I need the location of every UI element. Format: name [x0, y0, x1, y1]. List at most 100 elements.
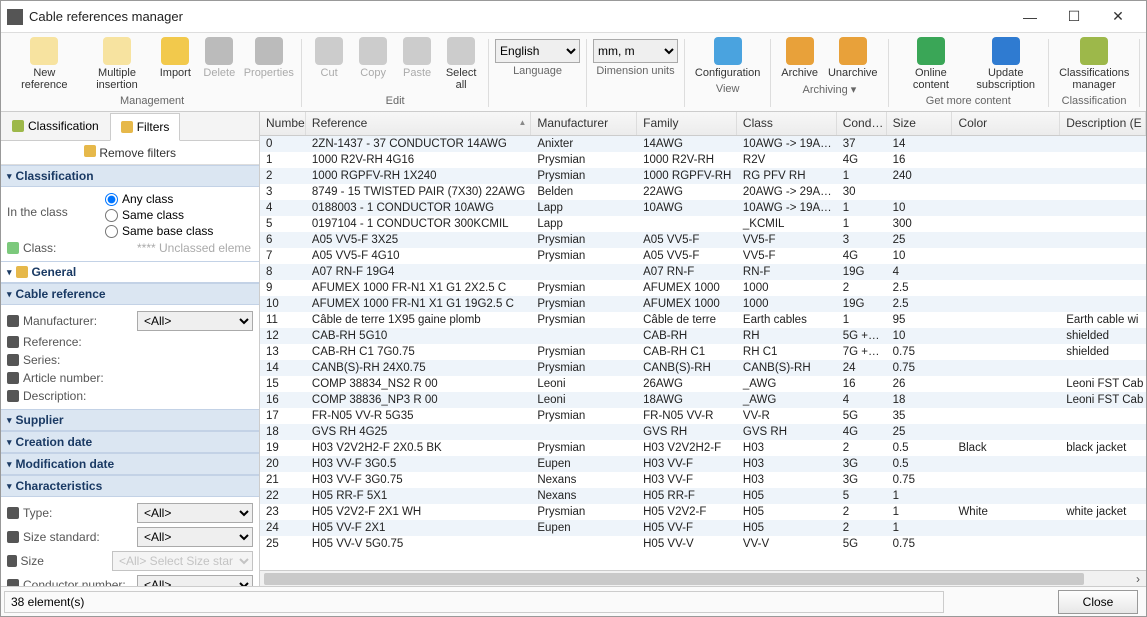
table-row[interactable]: 8A07 RN-F 19G4A07 RN-FRN-F19G4	[260, 264, 1146, 280]
table-cell: 25	[887, 425, 953, 439]
table-row[interactable]: 25H05 VV-V 5G0.75H05 VV-VVV-V5G0.75	[260, 536, 1146, 552]
column-header[interactable]: Cond…	[837, 112, 887, 135]
ribbon-button[interactable]: Online content	[894, 35, 967, 93]
field-combo[interactable]: <All>	[137, 575, 253, 586]
table-row[interactable]: 38749 - 15 TWISTED PAIR (7X30) 22AWGBeld…	[260, 184, 1146, 200]
table-cell	[1060, 287, 1146, 289]
ribbon-button[interactable]: Update subscription	[969, 35, 1042, 93]
table-cell: 5G +…	[837, 329, 887, 343]
column-header[interactable]: Manufacturer	[531, 112, 637, 135]
table-row[interactable]: 7A05 VV5-F 4G10PrysmianA05 VV5-FVV5-F4G1…	[260, 248, 1146, 264]
field-combo: <All> Select Size star	[112, 551, 253, 571]
table-row[interactable]: 16COMP 38836_NP3 R 00Leoni18AWG_AWG418Le…	[260, 392, 1146, 408]
table-row[interactable]: 21000 RGPFV-RH 1X240Prysmian1000 RGPFV-R…	[260, 168, 1146, 184]
table-cell: RH C1	[737, 345, 837, 359]
section-classification-header[interactable]: Classification	[1, 165, 259, 187]
ribbon-button[interactable]: Multiple insertion	[82, 35, 153, 93]
table-cell: 18	[260, 425, 306, 439]
ribbon-label: Unarchive	[828, 67, 878, 79]
table-cell: H05	[737, 521, 837, 535]
column-header[interactable]: Description (E	[1060, 112, 1146, 135]
table-row[interactable]: 6A05 VV5-F 3X25PrysmianA05 VV5-FVV5-F325	[260, 232, 1146, 248]
remove-filters-button[interactable]: Remove filters	[1, 141, 259, 165]
section-moddate-header[interactable]: Modification date	[1, 453, 259, 475]
field-combo[interactable]: <All>	[137, 311, 253, 331]
table-row[interactable]: 17FR-N05 VV-R 5G35PrysmianFR-N05 VV-RVV-…	[260, 408, 1146, 424]
table-row[interactable]: 20H03 VV-F 3G0.5EupenH03 VV-FH033G0.5	[260, 456, 1146, 472]
general-icon	[16, 266, 28, 278]
radio-option[interactable]: Any class	[87, 191, 253, 207]
grid-body[interactable]: 02ZN-1437 - 37 CONDUCTOR 14AWGAnixter14A…	[260, 136, 1146, 570]
table-row[interactable]: 11Câble de terre 1X95 gaine plombPrysmia…	[260, 312, 1146, 328]
table-cell: H03	[737, 473, 837, 487]
section-creationdate-header[interactable]: Creation date	[1, 431, 259, 453]
table-row[interactable]: 50197104 - 1 CONDUCTOR 300KCMILLapp_KCMI…	[260, 216, 1146, 232]
table-cell: 2	[837, 441, 887, 455]
table-cell: 16	[837, 377, 887, 391]
close-button[interactable]: Close	[1058, 590, 1138, 614]
ribbon-label: Copy	[360, 67, 386, 79]
scroll-right-arrow[interactable]: ›	[1130, 571, 1146, 587]
table-cell: 1000 RGPFV-RH	[637, 169, 737, 183]
section-cableref-header[interactable]: Cable reference	[1, 283, 259, 305]
table-cell: Nexans	[531, 473, 637, 487]
table-cell: H05 VV-V 5G0.75	[306, 537, 531, 551]
table-row[interactable]: 12CAB-RH 5G10CAB-RHRH5G +…10shielded	[260, 328, 1146, 344]
table-row[interactable]: 15COMP 38834_NS2 R 00Leoni26AWG_AWG1626L…	[260, 376, 1146, 392]
filter-row: Series:	[7, 351, 253, 369]
field-combo[interactable]: <All>	[137, 503, 253, 523]
table-row[interactable]: 24H05 VV-F 2X1EupenH05 VV-FH0521	[260, 520, 1146, 536]
close-window-button[interactable]: ✕	[1096, 3, 1140, 31]
radio-option[interactable]: Same class	[87, 207, 253, 223]
ribbon-combo[interactable]: mm, m	[593, 39, 678, 63]
table-cell: Prysmian	[531, 297, 637, 311]
scroll-thumb[interactable]	[264, 573, 1084, 585]
column-header[interactable]: Size	[887, 112, 953, 135]
column-header[interactable]: Number	[260, 112, 306, 135]
minimize-button[interactable]: —	[1008, 3, 1052, 31]
table-cell	[1060, 495, 1146, 497]
table-row[interactable]: 13CAB-RH C1 7G0.75PrysmianCAB-RH C1RH C1…	[260, 344, 1146, 360]
ribbon-button[interactable]: Classifications manager	[1055, 35, 1133, 93]
table-cell: Earth cable wi	[1060, 313, 1146, 327]
table-row[interactable]: 9AFUMEX 1000 FR-N1 X1 G1 2X2.5 CPrysmian…	[260, 280, 1146, 296]
radio-option[interactable]: Same base class	[87, 223, 253, 239]
section-characteristics-header[interactable]: Characteristics	[1, 475, 259, 497]
table-cell: H03	[737, 457, 837, 471]
table-row[interactable]: 23H05 V2V2-F 2X1 WHPrysmianH05 V2V2-FH05…	[260, 504, 1146, 520]
table-cell	[1060, 479, 1146, 481]
table-cell: CAB-RH	[637, 329, 737, 343]
table-cell: 21	[260, 473, 306, 487]
column-header[interactable]: Reference	[306, 112, 531, 135]
tab-filters[interactable]: Filters	[110, 113, 181, 141]
table-row[interactable]: 40188003 - 1 CONDUCTOR 10AWGLapp10AWG10A…	[260, 200, 1146, 216]
horizontal-scrollbar[interactable]: ‹ ›	[260, 570, 1146, 586]
column-header[interactable]: Family	[637, 112, 737, 135]
ribbon-combo[interactable]: English	[495, 39, 580, 63]
ribbon-button[interactable]: Select all	[440, 35, 482, 93]
ribbon-button[interactable]: Import	[154, 35, 196, 93]
column-header[interactable]: Class	[737, 112, 837, 135]
table-row[interactable]: 14CANB(S)-RH 24X0.75PrysmianCANB(S)-RHCA…	[260, 360, 1146, 376]
section-general-header[interactable]: General	[1, 261, 259, 283]
table-cell: H03 V2V2H2-F 2X0.5 BK	[306, 441, 531, 455]
filter-row: Size standard:<All>	[7, 525, 253, 549]
ribbon-button: Paste	[396, 35, 438, 93]
maximize-button[interactable]: ☐	[1052, 3, 1096, 31]
ribbon-button[interactable]: Configuration	[691, 35, 764, 81]
table-cell: Prysmian	[531, 361, 637, 375]
section-supplier-header[interactable]: Supplier	[1, 409, 259, 431]
ribbon-button[interactable]: Archive	[777, 35, 822, 81]
table-row[interactable]: 11000 R2V-RH 4G16Prysmian1000 R2V-RHR2V4…	[260, 152, 1146, 168]
column-header[interactable]: Color	[952, 112, 1060, 135]
tab-classification[interactable]: Classification	[1, 112, 110, 140]
table-row[interactable]: 02ZN-1437 - 37 CONDUCTOR 14AWGAnixter14A…	[260, 136, 1146, 152]
table-row[interactable]: 19H03 V2V2H2-F 2X0.5 BKPrysmianH03 V2V2H…	[260, 440, 1146, 456]
field-combo[interactable]: <All>	[137, 527, 253, 547]
ribbon-button[interactable]: Unarchive	[824, 35, 882, 81]
table-row[interactable]: 21H03 VV-F 3G0.75NexansH03 VV-FH033G0.75	[260, 472, 1146, 488]
table-row[interactable]: 22H05 RR-F 5X1NexansH05 RR-FH0551	[260, 488, 1146, 504]
ribbon-button[interactable]: New reference	[9, 35, 80, 93]
table-row[interactable]: 10AFUMEX 1000 FR-N1 X1 G1 19G2.5 CPrysmi…	[260, 296, 1146, 312]
table-row[interactable]: 18GVS RH 4G25GVS RHGVS RH4G25	[260, 424, 1146, 440]
